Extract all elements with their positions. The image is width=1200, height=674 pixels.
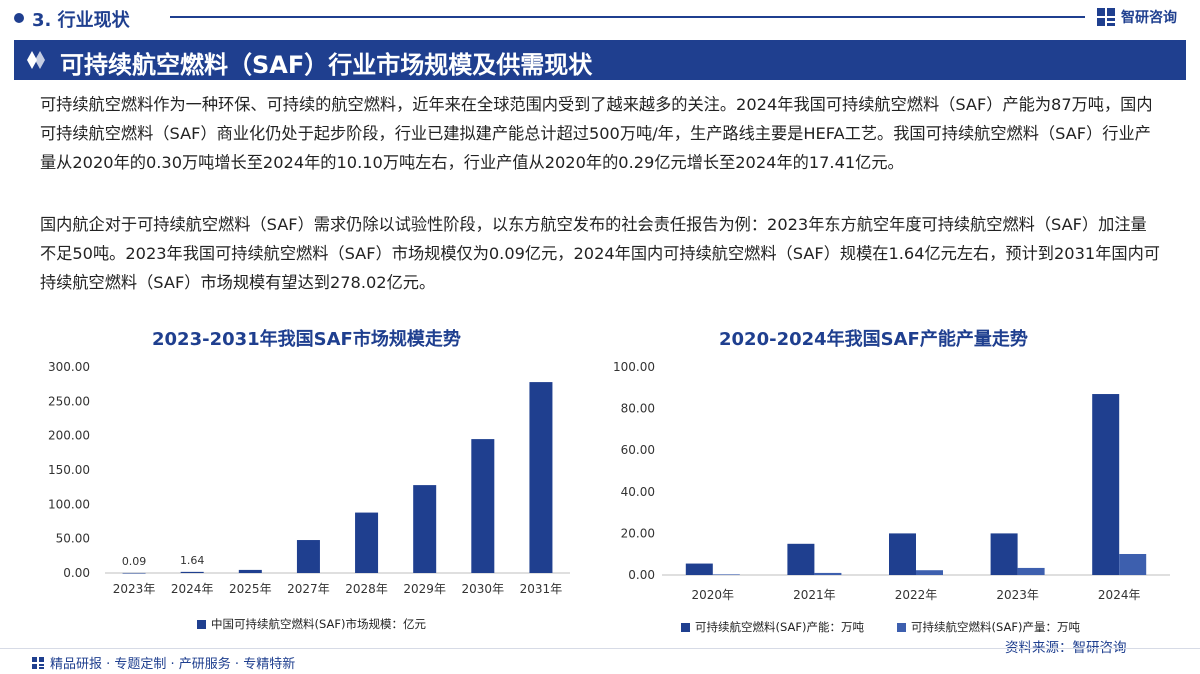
legend-output: 可持续航空燃料(SAF)产量：万吨	[911, 620, 1080, 634]
x-tick-label: 2027年	[287, 582, 330, 596]
footer-logo-icon	[32, 656, 44, 669]
bar	[529, 382, 553, 573]
legend-swatch-icon	[681, 622, 690, 632]
x-tick-label: 2023年	[113, 582, 156, 596]
section-title: 3. 行业现状	[32, 10, 130, 31]
page-title: 可持续航空燃料（SAF）行业市场规模及供需现状	[60, 51, 593, 79]
y-tick-label: 100.00	[613, 360, 655, 374]
market-size-legend: 中国可持续航空燃料(SAF)市场规模：亿元	[197, 616, 426, 632]
bar	[471, 439, 495, 573]
capacity-bar	[1092, 394, 1120, 575]
y-tick-label: 0.00	[63, 566, 90, 580]
bar	[355, 512, 379, 573]
capacity-bar	[889, 533, 916, 575]
bar	[238, 569, 262, 573]
output-bar	[1017, 567, 1045, 575]
demand-paragraph: 国内航企对于可持续航空燃料（SAF）需求仍除以试验性阶段，以东方航空发布的社会责…	[40, 215, 1160, 292]
y-tick-label: 300.00	[48, 360, 90, 374]
x-tick-label: 2020年	[692, 588, 735, 602]
capacity-bar	[685, 563, 713, 575]
footer-divider	[0, 648, 1200, 649]
x-tick-label: 2024年	[1098, 588, 1141, 602]
y-tick-label: 50.00	[56, 532, 90, 546]
data-source: 资料来源：智研咨询	[1005, 640, 1127, 656]
data-label: 0.09	[122, 555, 147, 568]
x-tick-label: 2025年	[229, 582, 272, 596]
legend-swatch-icon	[897, 622, 906, 632]
market-size-chart-title: 2023-2031年我国SAF市场规模走势	[152, 329, 461, 350]
y-tick-label: 60.00	[621, 443, 655, 457]
brand-logo: 智研咨询	[1097, 5, 1177, 29]
diamond-icon	[27, 51, 45, 69]
brand-name: 智研咨询	[1121, 10, 1177, 26]
capacity-bar	[787, 543, 815, 575]
capacity-legend: 可持续航空燃料(SAF)产能：万吨	[681, 619, 864, 635]
y-tick-label: 40.00	[621, 485, 655, 499]
x-tick-label: 2031年	[520, 582, 563, 596]
bar	[180, 571, 204, 573]
output-bar	[1119, 553, 1147, 575]
section-divider	[170, 16, 1085, 18]
capacity-bar	[990, 533, 1018, 575]
footer-slogan-text: 精品研报 · 专题定制 · 产研服务 · 专精特新	[50, 657, 296, 672]
bar	[122, 572, 146, 574]
y-tick-label: 100.00	[48, 497, 90, 511]
y-tick-label: 250.00	[48, 394, 90, 408]
y-tick-label: 200.00	[48, 429, 90, 443]
x-tick-label: 2028年	[345, 582, 388, 596]
legend-market-size: 中国可持续航空燃料(SAF)市场规模：亿元	[211, 617, 426, 631]
y-tick-label: 20.00	[621, 526, 655, 540]
title-banner: 可持续航空燃料（SAF）行业市场规模及供需现状	[14, 40, 1186, 80]
output-bar	[712, 574, 740, 575]
capacity-output-chart: 0.00 20.00 40.00 60.00 80.00 100.00 2020年 2021年…	[613, 360, 1170, 602]
capacity-chart-title: 2020-2024年我国SAF产能产量走势	[719, 329, 1028, 350]
x-tick-label: 2021年	[793, 588, 836, 602]
data-label: 1.64	[180, 554, 205, 567]
section-bullet-icon	[14, 13, 24, 23]
x-tick-label: 2029年	[403, 582, 446, 596]
output-bar	[814, 572, 842, 575]
brand-logo-icon	[1097, 8, 1115, 26]
x-tick-label: 2030年	[462, 582, 505, 596]
output-bar	[916, 570, 943, 575]
legend-capacity: 可持续航空燃料(SAF)产能：万吨	[695, 620, 864, 634]
market-size-chart: 0.00 50.00 100.00 150.00 200.00 250.00 300.00 2…	[48, 360, 570, 596]
y-tick-label: 0.00	[628, 568, 655, 582]
x-tick-label: 2024年	[171, 582, 214, 596]
footer-slogan: 精品研报 · 专题定制 · 产研服务 · 专精特新	[32, 653, 295, 672]
legend-swatch-icon	[197, 619, 206, 629]
y-tick-label: 80.00	[621, 402, 655, 416]
top-bar: 3. 行业现状 智研咨询	[0, 0, 1200, 34]
bar	[413, 485, 437, 573]
y-tick-label: 150.00	[48, 463, 90, 477]
x-tick-label: 2023年	[996, 588, 1039, 602]
output-legend: 可持续航空燃料(SAF)产量：万吨	[897, 619, 1080, 635]
x-tick-label: 2022年	[895, 588, 938, 602]
bar	[296, 540, 320, 573]
intro-paragraph: 可持续航空燃料作为一种环保、可持续的航空燃料，近年来在全球范围内受到了越来越多的…	[40, 95, 1153, 172]
